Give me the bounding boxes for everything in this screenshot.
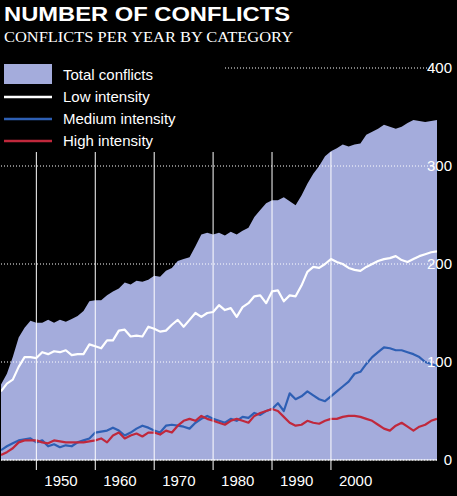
line-series (1, 347, 437, 450)
x-axis-line (1, 460, 437, 461)
subtitle: CONFLICTS PER YEAR BY CATEGORY (4, 30, 293, 45)
legend-swatch (4, 118, 52, 121)
plot-data (1, 120, 437, 460)
x-grid-line (272, 152, 273, 470)
legend-swatch (4, 140, 52, 143)
x-tick-label: 1990 (280, 472, 313, 489)
legend: Total conflicts Low intensity Medium inten… (4, 64, 176, 149)
area-series (1, 120, 437, 460)
chart: NUMBER OF CONFLICTS CONFLICTS PER YEAR BY… (0, 0, 457, 496)
line-series (1, 409, 437, 455)
legend-swatch (4, 64, 52, 84)
legend-label: Total conflicts (63, 66, 153, 83)
x-tick-label: 1980 (221, 472, 254, 489)
y-grid-line (225, 68, 437, 69)
legend-label: Medium intensity (63, 110, 176, 127)
x-tick-label: 2000 (339, 472, 372, 489)
y-grid-line (1, 166, 437, 167)
y-tick-label: 100 (427, 353, 452, 370)
x-tick-label: 1970 (162, 472, 195, 489)
y-grid-line (1, 460, 437, 461)
grid (1, 68, 437, 470)
legend-label: Low intensity (63, 88, 150, 105)
background (0, 0, 457, 496)
y-tick-label: 300 (427, 157, 452, 174)
x-grid-line (330, 152, 331, 470)
x-grid-line (95, 152, 96, 470)
x-grid-line (154, 152, 155, 470)
title: NUMBER OF CONFLICTS (4, 2, 290, 25)
y-tick-label: 0 (444, 451, 452, 468)
x-tick-label: 1950 (44, 472, 77, 489)
y-tick-label: 400 (427, 59, 452, 76)
x-grid-line (213, 152, 214, 470)
legend-swatch (4, 96, 52, 99)
x-grid-line (36, 152, 37, 470)
y-grid-line (1, 264, 437, 265)
line-series (1, 251, 437, 391)
y-tick-label: 200 (427, 255, 452, 272)
y-grid-line (1, 362, 437, 363)
legend-label: High intensity (63, 132, 154, 149)
x-tick-label: 1960 (103, 472, 136, 489)
